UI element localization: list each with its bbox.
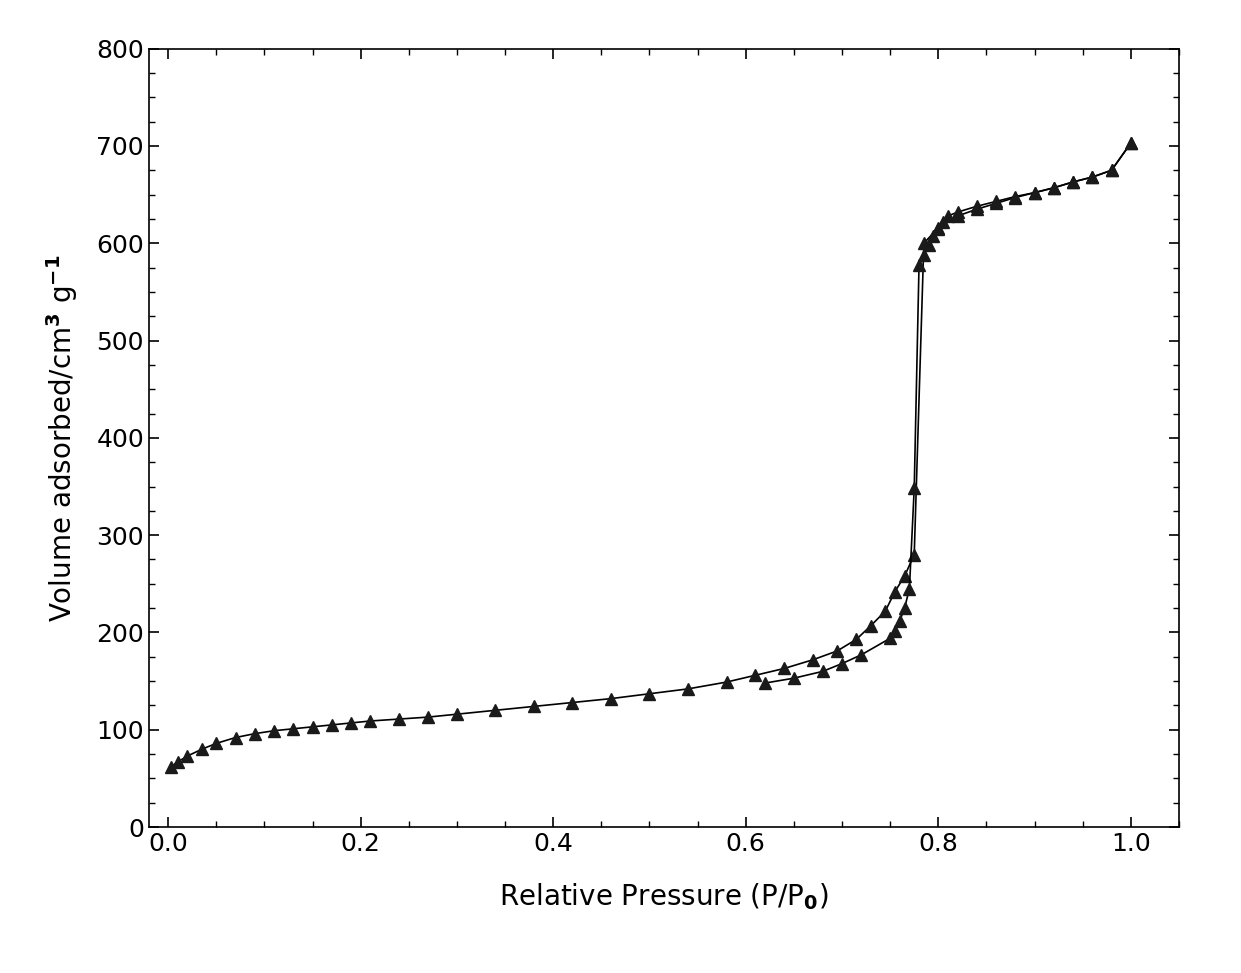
Y-axis label: Volume adsorbed/cm$^3$ g$^{-1}$: Volume adsorbed/cm$^3$ g$^{-1}$ [43,254,79,622]
X-axis label: Relative Pressure (P/P$_0$): Relative Pressure (P/P$_0$) [499,881,829,912]
